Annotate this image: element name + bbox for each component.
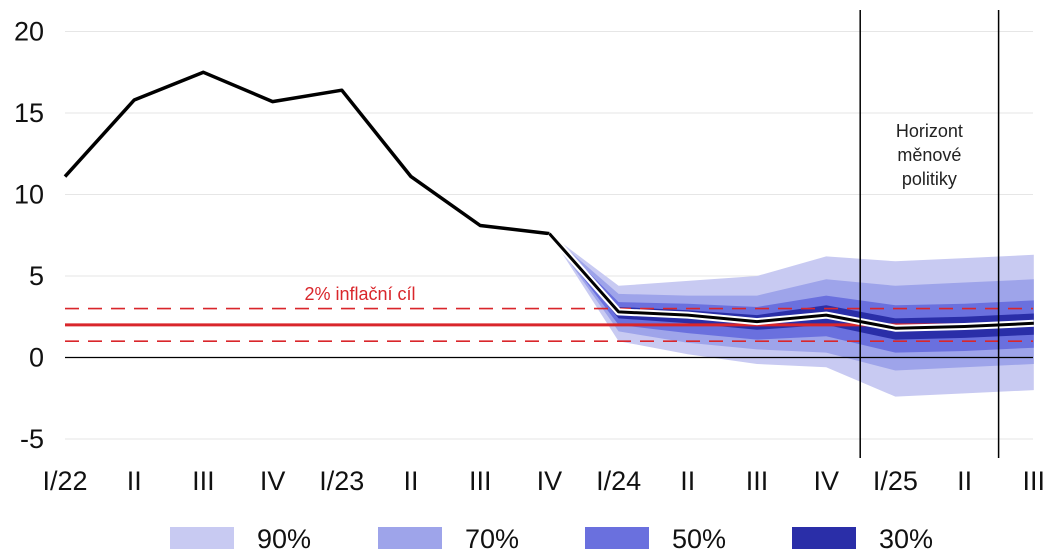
- inflation-target-label: 2% inflační cíl: [304, 284, 415, 304]
- x-tick-label: II: [680, 466, 695, 496]
- x-tick-label: IV: [260, 466, 286, 496]
- legend-label: 50%: [672, 524, 726, 553]
- series-lines: [63, 70, 1034, 332]
- history-line: [63, 70, 550, 236]
- x-tick-label: IV: [537, 466, 563, 496]
- y-tick-label: -5: [20, 424, 44, 454]
- x-tick-label: IV: [813, 466, 839, 496]
- x-tick-label: II: [403, 466, 418, 496]
- legend-label: 90%: [257, 524, 311, 553]
- forecast-line: [548, 232, 1034, 330]
- x-tick-label: I/25: [873, 466, 918, 496]
- legend: 90% 70% 50% 30%: [170, 524, 933, 554]
- y-tick-label: 10: [14, 180, 44, 210]
- annotations: Horizont měnové politiky 2% inflační cíl: [304, 121, 962, 304]
- y-tick-label: 15: [14, 98, 44, 128]
- horizon-label-line: politiky: [902, 169, 957, 189]
- legend-swatch: [170, 527, 234, 549]
- y-tick-label: 20: [14, 17, 44, 47]
- x-tick-label: I/24: [596, 466, 641, 496]
- legend-swatch: [792, 527, 856, 549]
- x-tick-label: III: [469, 466, 492, 496]
- y-tick-label: 5: [29, 261, 44, 291]
- x-tick-label: I/23: [319, 466, 364, 496]
- x-tick-label: III: [1023, 466, 1046, 496]
- x-tick-label: I/22: [42, 466, 87, 496]
- horizon-label-line: měnové: [897, 145, 961, 165]
- y-tick-label: 0: [29, 343, 44, 373]
- legend-label: 30%: [879, 524, 933, 553]
- horizon-label-line: Horizont: [896, 121, 963, 141]
- legend-swatch: [585, 527, 649, 549]
- x-tick-labels: I/22 II III IV I/23 II III IV I/24 II III IV I/25 II I…: [42, 466, 1045, 496]
- legend-label: 70%: [465, 524, 519, 553]
- policy-horizon: [859, 10, 1000, 458]
- x-tick-label: III: [746, 466, 769, 496]
- legend-swatch: [378, 527, 442, 549]
- x-tick-label: II: [957, 466, 972, 496]
- y-tick-labels: 20 15 10 5 0 -5: [14, 17, 44, 455]
- x-tick-label: III: [192, 466, 215, 496]
- x-tick-label: II: [127, 466, 142, 496]
